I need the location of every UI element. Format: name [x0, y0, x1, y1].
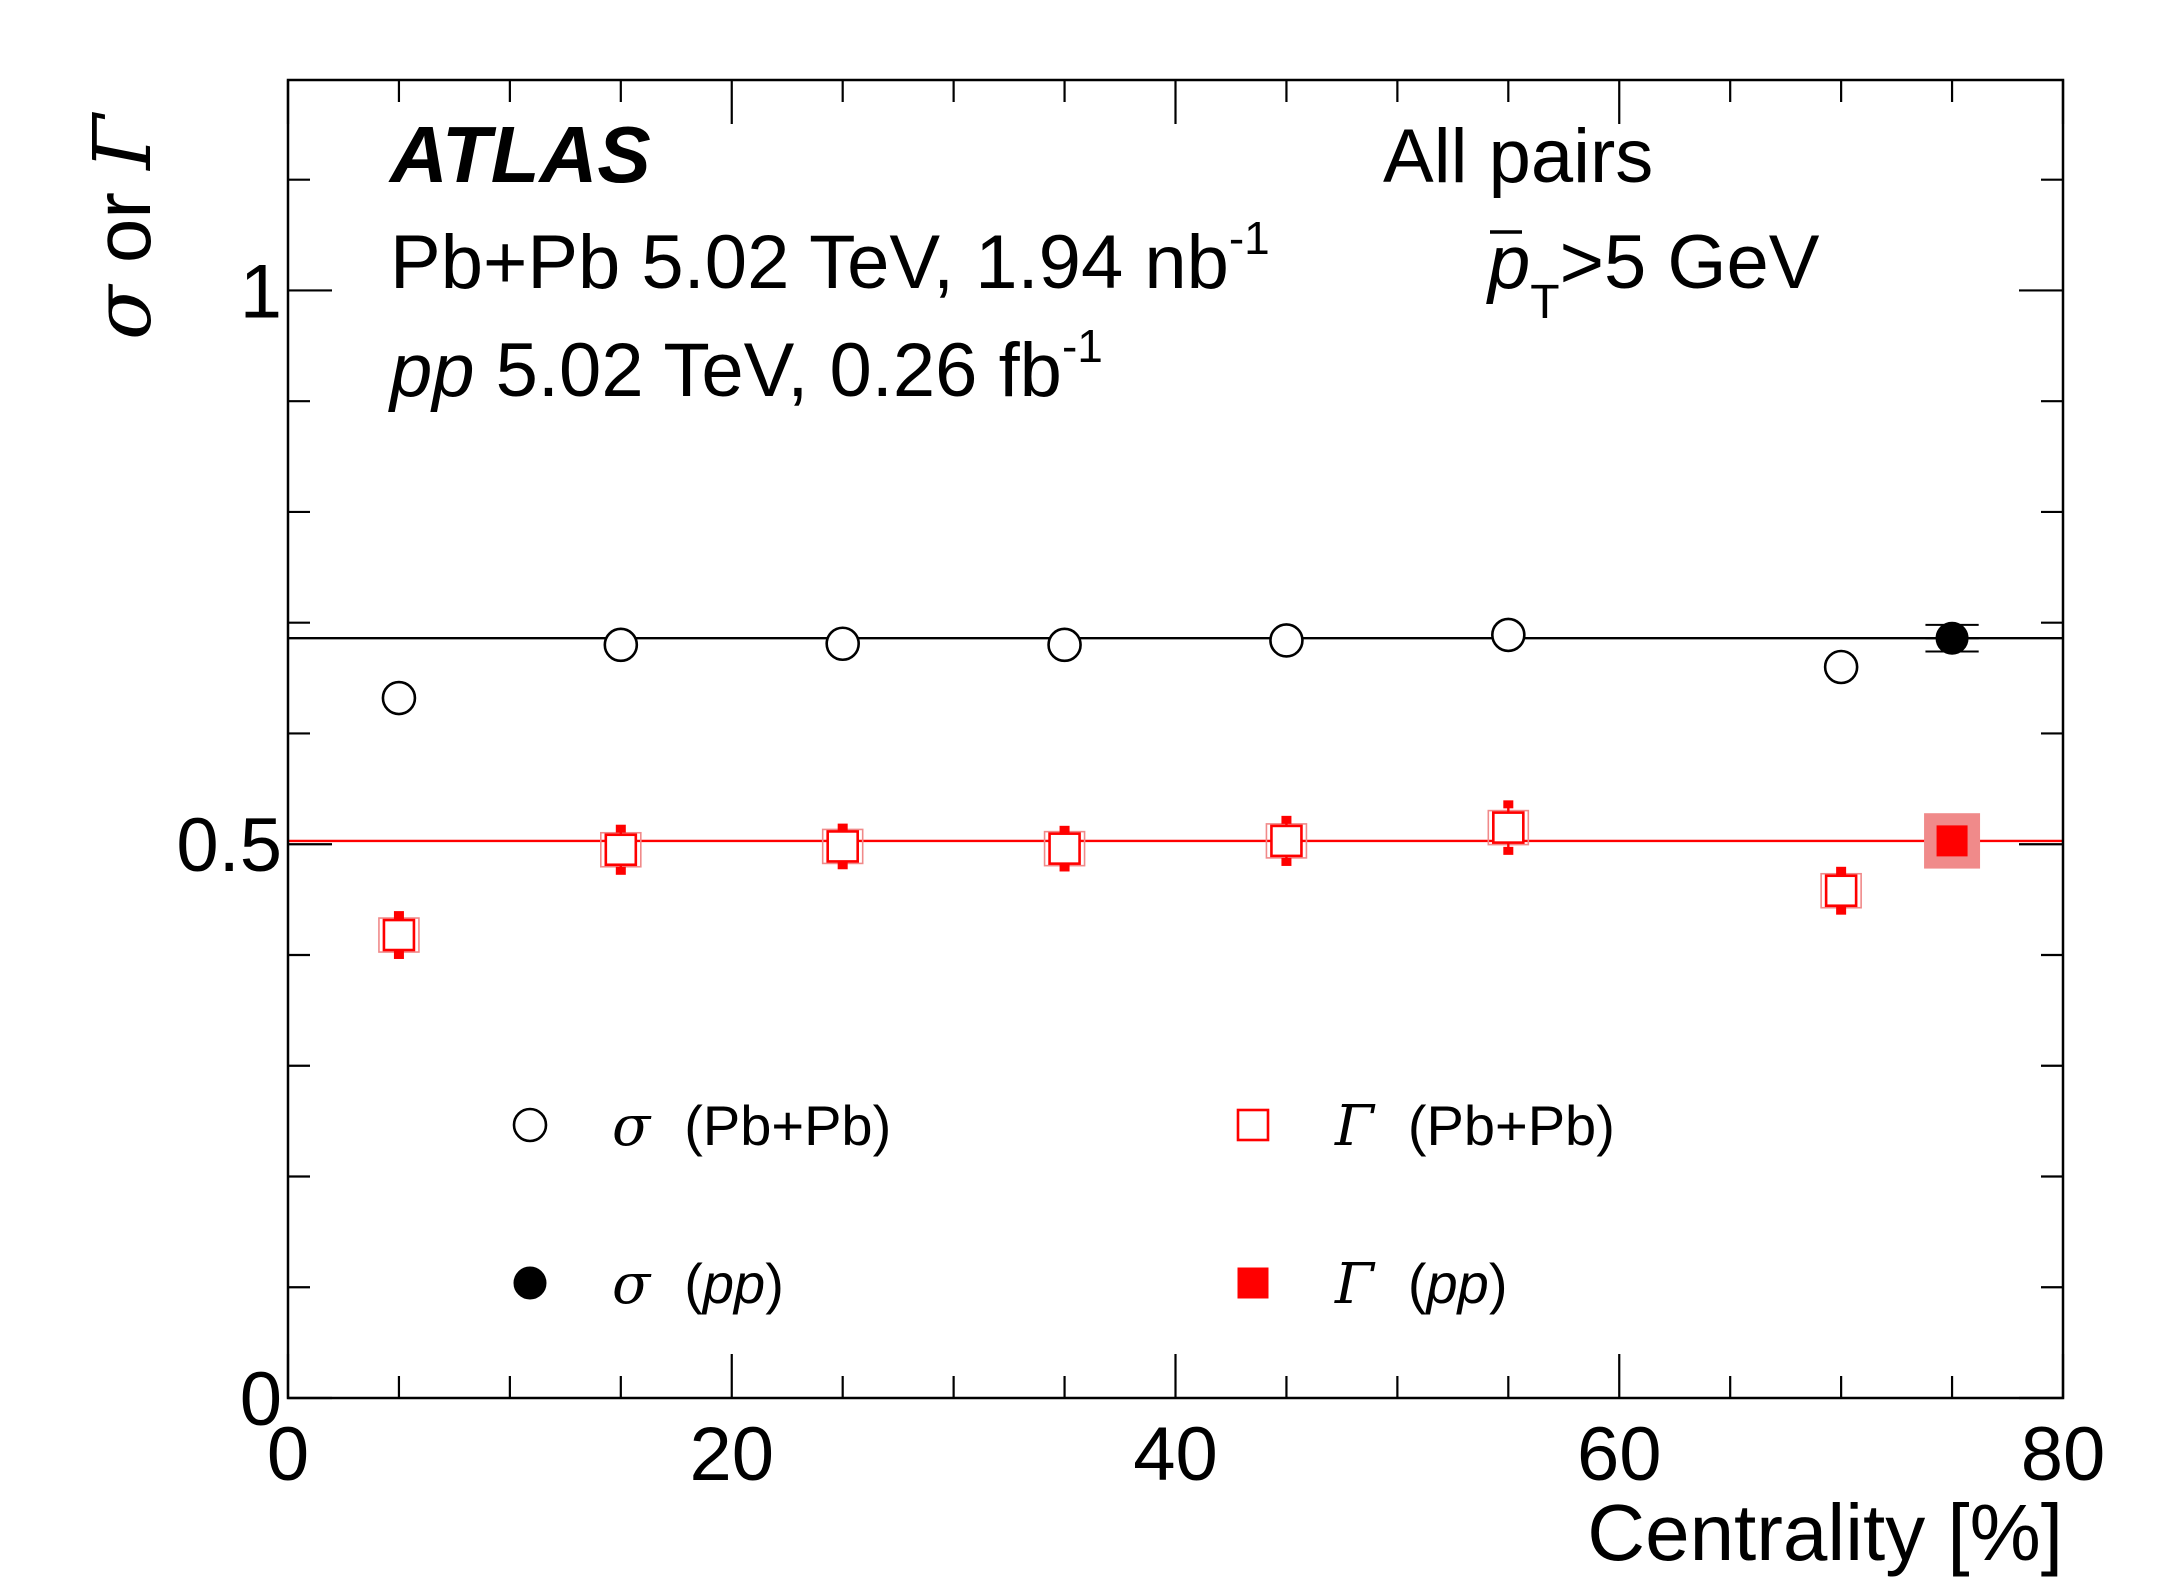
legend-paren-open: (: [1408, 1252, 1427, 1315]
data-point: [1936, 825, 1968, 857]
data-point: [825, 626, 860, 662]
legend-entry-sigma_pp: σ (pp): [513, 1252, 784, 1317]
legend-symbol: σ: [612, 1252, 652, 1317]
data-point: [826, 830, 859, 863]
error-cap-bottom: [1059, 863, 1070, 872]
y-tick-label: 0.5: [176, 803, 282, 888]
data-point: [604, 833, 638, 867]
data-point: [381, 680, 417, 716]
data-point: [1491, 617, 1526, 653]
x-axis-label: Centrality [%]: [1587, 1488, 2063, 1577]
legend-text: (Pb+Pb): [1408, 1094, 1615, 1157]
legend-label: Γ (Pb+Pb): [1334, 1094, 1615, 1159]
legend-paren-close: ): [765, 1252, 784, 1315]
data-markers: [378, 617, 1981, 959]
legend-text: pp: [701, 1252, 765, 1315]
data-point: [1047, 627, 1082, 663]
pt-cut-value: >5 GeV: [1560, 220, 1820, 305]
y-tick-label: 1: [240, 249, 282, 334]
legend-symbol: Γ: [1334, 1094, 1376, 1159]
data-point: [1492, 811, 1525, 844]
legend-paren-open: (: [684, 1252, 703, 1315]
legend-entry-gamma_pbpb: Γ (Pb+Pb): [1236, 1094, 1615, 1159]
data-point: [1270, 824, 1303, 858]
legend-entry-sigma_pbpb: σ (Pb+Pb): [512, 1094, 891, 1159]
pp-dataset-label: pp 5.02 TeV, 0.26 fb-1: [388, 320, 1103, 413]
error-cap-bottom: [1836, 906, 1847, 915]
series-sigma_pbpb: [381, 617, 1859, 716]
legend: σ (Pb+Pb) Γ (Pb+Pb)σ (pp) Γ (pp): [512, 1094, 1615, 1317]
data-point: [1935, 621, 1969, 655]
x-tick-label: 80: [2021, 1412, 2106, 1497]
error-cap-bottom: [615, 866, 626, 875]
y-tick-label: 0: [240, 1357, 282, 1442]
legend-marker: [513, 1266, 547, 1300]
legend-symbol: σ: [612, 1094, 652, 1159]
pt-cut-label: pT>5 GeV: [1486, 220, 1820, 329]
selection-label: All pairs: [1383, 114, 1653, 199]
pp-dataset-italic: pp: [388, 328, 475, 413]
x-tick-label: 40: [1133, 1412, 1218, 1497]
error-cap-top: [1281, 815, 1292, 824]
error-cap-bottom: [393, 950, 404, 959]
legend-marker: [512, 1107, 548, 1143]
series-gamma_pbpb: [378, 800, 1862, 959]
error-cap-bottom: [1503, 846, 1514, 855]
legend-marker: [1236, 1108, 1270, 1142]
data-point: [1823, 649, 1859, 685]
y-axis-label-or: or: [78, 170, 167, 286]
pp-dataset-sup: -1: [1062, 320, 1103, 372]
pp-dataset-text: 5.02 TeV, 0.26 fb: [475, 328, 1062, 413]
legend-label: σ (Pb+Pb): [612, 1094, 891, 1159]
legend-text: pp: [1425, 1252, 1489, 1315]
pbpb-dataset-sup: -1: [1229, 212, 1270, 264]
data-point: [1824, 874, 1858, 908]
legend-symbol: Γ: [1334, 1252, 1376, 1317]
tick-labels: 0 20 40 60 80 0 0.5 1: [176, 249, 2105, 1497]
error-cap-top: [615, 824, 626, 833]
series-gamma_pp: [1924, 813, 1981, 869]
legend-text: (Pb+Pb): [684, 1094, 891, 1157]
error-cap-top: [393, 911, 404, 920]
data-point: [1269, 623, 1304, 658]
data-point: [603, 627, 639, 663]
y-axis-label-gamma: Γ: [76, 112, 169, 172]
error-cap-top: [1503, 800, 1514, 809]
error-cap-top: [1836, 866, 1847, 875]
x-tick-label: 20: [689, 1412, 774, 1497]
pbpb-dataset-text: Pb+Pb 5.02 TeV, 1.94 nb: [390, 220, 1229, 305]
series-sigma_pp: [1925, 621, 1979, 655]
y-axis-label-sigma: σ: [76, 283, 169, 340]
data-point: [382, 918, 416, 952]
data-point: [1048, 832, 1081, 865]
pbpb-dataset-label: Pb+Pb 5.02 TeV, 1.94 nb-1: [390, 212, 1270, 305]
y-axis-label: σ or Γ: [76, 112, 169, 340]
pt-symbol: p: [1486, 220, 1530, 305]
legend-entry-gamma_pp: Γ (pp): [1237, 1252, 1507, 1317]
reference-lines: [288, 637, 2063, 843]
error-cap-bottom: [837, 861, 848, 870]
legend-label: Γ (pp): [1334, 1252, 1507, 1317]
error-cap-top: [837, 823, 848, 832]
pt-subscript: T: [1530, 276, 1559, 329]
legend-label: σ (pp): [612, 1252, 784, 1317]
error-cap-top: [1059, 825, 1070, 834]
legend-marker: [1237, 1267, 1269, 1299]
x-tick-label: 60: [1577, 1412, 1662, 1497]
plot-frame: [286, 78, 2065, 1400]
error-cap-bottom: [1281, 857, 1292, 866]
atlas-label: ATLAS: [388, 110, 651, 199]
x-tick-label: 0: [267, 1412, 309, 1497]
legend-paren-close: ): [1489, 1252, 1508, 1315]
